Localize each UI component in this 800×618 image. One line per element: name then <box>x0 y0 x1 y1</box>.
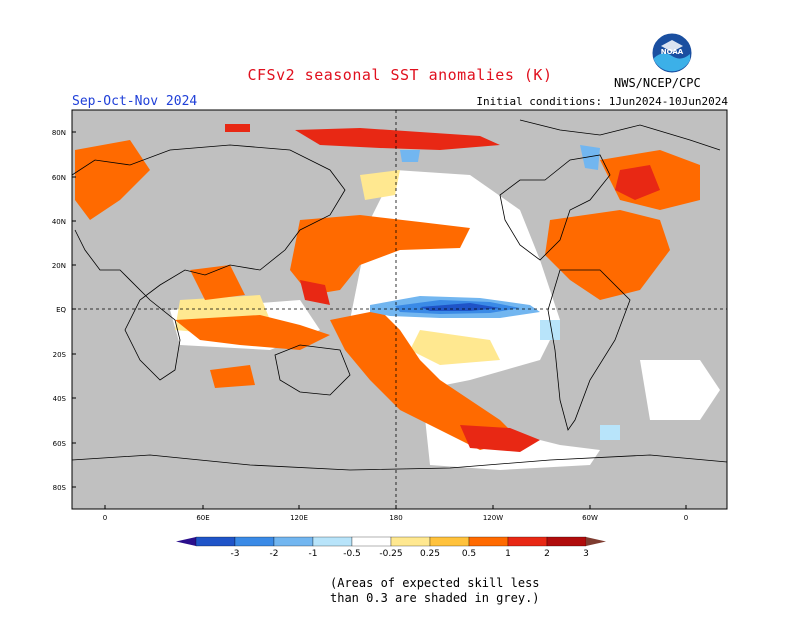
legend-swatch <box>546 536 587 547</box>
legend-swatch <box>195 536 236 547</box>
map-title: CFSv2 seasonal SST anomalies (K) <box>247 66 553 84</box>
coastlines <box>72 119 727 471</box>
legend-tick-label: -0.5 <box>343 549 361 559</box>
longitude-label: 60W <box>582 514 598 522</box>
anomaly-patch-red <box>615 165 660 200</box>
latitude-label: EQ <box>56 306 66 314</box>
legend-tick-label: -1 <box>309 549 318 559</box>
legend-arrow-left <box>176 537 196 546</box>
longitude-label: 0 <box>684 514 688 522</box>
anomaly-patch-orange <box>330 310 520 450</box>
anomaly-patch-orange <box>75 140 150 220</box>
anomaly-patch-red <box>295 128 500 150</box>
anomaly-patch-light-blue <box>400 150 420 162</box>
longitude-label: 180 <box>389 514 402 522</box>
legend-tick-label: 0.25 <box>420 549 440 559</box>
legend-tick-label: 0.5 <box>462 549 476 559</box>
latitude-labels: 80N 60N 40N 20N EQ 20S 40S 60S 80S <box>52 129 76 492</box>
anomaly-patch-pale-blue <box>540 320 560 340</box>
anomaly-patch-orange <box>270 320 310 345</box>
anomaly-patch-orange <box>210 365 255 388</box>
initial-conditions-label: Initial conditions: 1Jun2024-10Jun2024 <box>476 95 728 108</box>
anomaly-patch-orange <box>545 210 670 300</box>
legend-swatch <box>429 536 470 547</box>
longitude-label: 60E <box>196 514 209 522</box>
anomaly-patch-red <box>460 425 540 452</box>
longitude-label: 120E <box>290 514 308 522</box>
anomaly-patch-red <box>300 280 330 305</box>
svg-text:NOAA: NOAA <box>661 48 684 56</box>
legend-tick-label: -3 <box>231 549 240 559</box>
anomaly-patch-orange <box>290 215 470 295</box>
longitude-labels: 0 60E 120E 180 120W 60W 0 <box>103 505 688 522</box>
legend-swatch <box>312 536 353 547</box>
agency-label: NWS/NCEP/CPC <box>614 76 701 90</box>
skill-note-line2: than 0.3 are shaded in grey.) <box>330 591 540 605</box>
anomaly-patch-light-blue <box>580 145 600 170</box>
latitude-label: 40S <box>53 395 67 403</box>
skill-note-line1: (Areas of expected skill less <box>330 576 540 590</box>
legend-swatch <box>234 536 275 547</box>
latitude-label: 80S <box>53 484 67 492</box>
skill-note: (Areas of expected skill less than 0.3 a… <box>330 576 550 606</box>
anomaly-patch-pale-blue <box>600 425 620 440</box>
longitude-label: 120W <box>483 514 503 522</box>
legend-tick-label: 1 <box>505 549 511 559</box>
color-legend: -3 -2 -1 -0.5 -0.25 0.25 0.5 1 2 3 <box>176 536 606 559</box>
latitude-label: 80N <box>52 129 66 137</box>
legend-tick-label: -2 <box>270 549 279 559</box>
legend-swatch <box>468 536 509 547</box>
legend-arrow-right <box>586 537 606 546</box>
legend-swatch <box>507 536 548 547</box>
anomaly-patch-yellow <box>360 170 400 200</box>
noaa-logo-icon: NOAA <box>651 32 693 74</box>
anomaly-patch-yellow <box>410 330 500 365</box>
longitude-label: 0 <box>103 514 107 522</box>
latitude-label: 60N <box>52 174 66 182</box>
latitude-label: 60S <box>53 440 67 448</box>
legend-swatch <box>351 536 392 547</box>
legend-swatch <box>273 536 314 547</box>
latitude-label: 40N <box>52 218 66 226</box>
neutral-south-atlantic <box>640 360 720 420</box>
anomaly-patch-red <box>225 124 250 132</box>
season-label: Sep-Oct-Nov 2024 <box>72 94 198 109</box>
legend-tick-label: 3 <box>583 549 589 559</box>
latitude-label: 20S <box>53 351 67 359</box>
legend-tick-label: 2 <box>544 549 550 559</box>
latitude-label: 20N <box>52 262 66 270</box>
anomaly-patch-orange <box>190 265 245 300</box>
legend-swatch <box>390 536 431 547</box>
legend-tick-label: -0.25 <box>379 549 402 559</box>
